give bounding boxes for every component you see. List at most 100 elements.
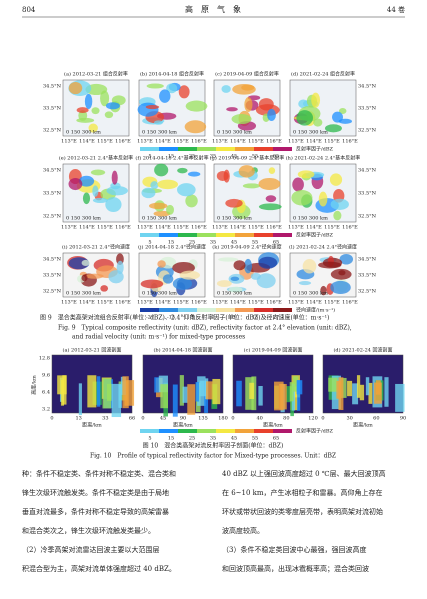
echo-column xyxy=(347,380,353,397)
lon-label: 115°E xyxy=(173,225,189,231)
echo-blob xyxy=(110,182,121,190)
echo-column xyxy=(236,380,242,407)
colorbar-segment xyxy=(178,429,197,433)
scale-bar: 0 150 300 km xyxy=(142,291,177,297)
echo-blob xyxy=(330,280,351,295)
colorbar-segment xyxy=(273,147,292,151)
echo-blob xyxy=(68,82,83,95)
lon-label: 114°E xyxy=(155,300,171,306)
echo-column xyxy=(328,377,338,392)
colorbar-segment xyxy=(235,147,254,151)
echo-column xyxy=(249,382,255,399)
lon-label: 114°E xyxy=(230,300,246,306)
echo-blob xyxy=(258,256,278,269)
panel-title: (c) 2019-04-09 回波剖面 xyxy=(244,347,303,354)
echo-blob xyxy=(88,123,98,133)
body-line: 种：条件不稳定类、条件对称不稳定类、混合类和 xyxy=(22,469,176,478)
echo-blob xyxy=(296,110,313,126)
echo-column xyxy=(87,375,97,408)
echo-blob xyxy=(238,165,255,178)
x-tick-label: 90 xyxy=(180,416,186,422)
echo-column xyxy=(158,375,168,393)
lat-label: 33.5°N xyxy=(43,191,62,197)
colorbar-segment xyxy=(216,429,235,433)
echo-blob xyxy=(105,197,122,213)
echo-blob xyxy=(216,170,229,182)
body-line: （2）冷季高架对流雷达回波主要以大范围层 xyxy=(22,545,159,554)
echo-blob xyxy=(329,173,343,186)
x-axis-label: 距离/km xyxy=(263,422,283,429)
colorbar-label: 35 xyxy=(210,154,216,160)
echo-blob xyxy=(153,120,164,125)
echo-blob xyxy=(137,102,159,117)
lon-label: 115°E xyxy=(97,225,113,231)
echo-blob xyxy=(91,107,100,115)
colorbar-label: 45 xyxy=(231,154,237,160)
lon-label: 113°E xyxy=(288,225,304,231)
echo-blob xyxy=(78,175,95,187)
echo-blob xyxy=(244,97,253,112)
echo-column xyxy=(160,384,169,409)
echo-column xyxy=(205,381,213,400)
colorbar-segment xyxy=(273,429,292,433)
y-tick-label: 6.4 xyxy=(42,390,50,396)
x-tick-label: 13 xyxy=(75,416,81,422)
echo-blob xyxy=(318,191,328,207)
colorbar-label: 55 xyxy=(252,436,258,442)
lat-label: 34.5°N xyxy=(358,257,377,263)
echo-column xyxy=(374,382,382,404)
echo-column xyxy=(356,375,361,398)
echo-blob xyxy=(320,285,327,296)
echo-blob xyxy=(225,198,243,208)
body-line: 环状或带状回波的类零度层亮带，表明高架对流初始 xyxy=(222,507,383,516)
x-tick-label: 180 xyxy=(218,416,228,422)
panel-title: (g) 2019-04-09 2.4°基本反射率 xyxy=(210,155,285,162)
x-tick-label: 0 xyxy=(141,416,144,422)
echo-blob xyxy=(185,194,198,208)
colorbar-segment xyxy=(197,233,216,237)
lon-label: 115°E xyxy=(248,225,264,231)
echo-blob xyxy=(68,178,83,191)
lon-label: 113°E xyxy=(61,225,77,231)
echo-blob xyxy=(338,108,347,114)
colorbar-label: 27 xyxy=(273,315,279,321)
echo-column xyxy=(258,385,263,406)
radar-image xyxy=(289,79,357,137)
colorbar-label: 65 xyxy=(273,154,279,160)
colorbar-label: 45 xyxy=(231,436,237,442)
x-tick-label: 90 xyxy=(400,416,406,422)
lon-label: 113°E xyxy=(288,139,304,145)
echo-blob xyxy=(241,84,255,91)
echo-blob xyxy=(244,258,252,274)
colorbar-label: 25 xyxy=(189,240,195,246)
echo-blob xyxy=(311,92,321,108)
lat-label: 32.5°N xyxy=(43,289,62,295)
colorbar-label: 15 xyxy=(168,240,174,246)
body-line: 和回波顶高最高，出现冰雹概率高；混合类回波 xyxy=(222,564,369,573)
colorbar-segment xyxy=(235,429,254,433)
body-line: 波高度较高。 xyxy=(222,526,264,535)
x-tick-label: 60 xyxy=(373,416,379,422)
echo-blob xyxy=(216,280,232,287)
colorbar-segment xyxy=(216,233,235,237)
echo-blob xyxy=(231,114,252,125)
x-tick-label: 45 xyxy=(160,416,166,422)
echo-blob xyxy=(226,107,238,112)
colorbar-label: 25 xyxy=(189,154,195,160)
echo-blob xyxy=(105,102,120,110)
echo-blob xyxy=(178,85,190,99)
colorbar-label: -5 xyxy=(190,315,195,321)
body-line: 垂直对流最多，条件对称不稳定导致的高架雷暴 xyxy=(22,507,169,516)
body-line: （3）条件不稳定类回波中心最强，强回波高度 xyxy=(222,545,366,554)
panel-title: (e) 2012-03-21 2.4°基本反射率 xyxy=(59,155,133,162)
lon-label: 116°E xyxy=(342,139,358,145)
lon-label: 115°E xyxy=(324,225,340,231)
lon-label: 115°E xyxy=(248,139,264,145)
lat-label: 33.5°N xyxy=(43,106,62,112)
volume: 44 卷 xyxy=(387,5,405,14)
panel-title: (d) 2021-02-24 回波剖面 xyxy=(333,347,392,354)
echo-blob xyxy=(146,83,164,89)
echo-column xyxy=(60,380,64,406)
caption-en: Fig. 10 Profile of typical reflectivity … xyxy=(90,453,336,460)
